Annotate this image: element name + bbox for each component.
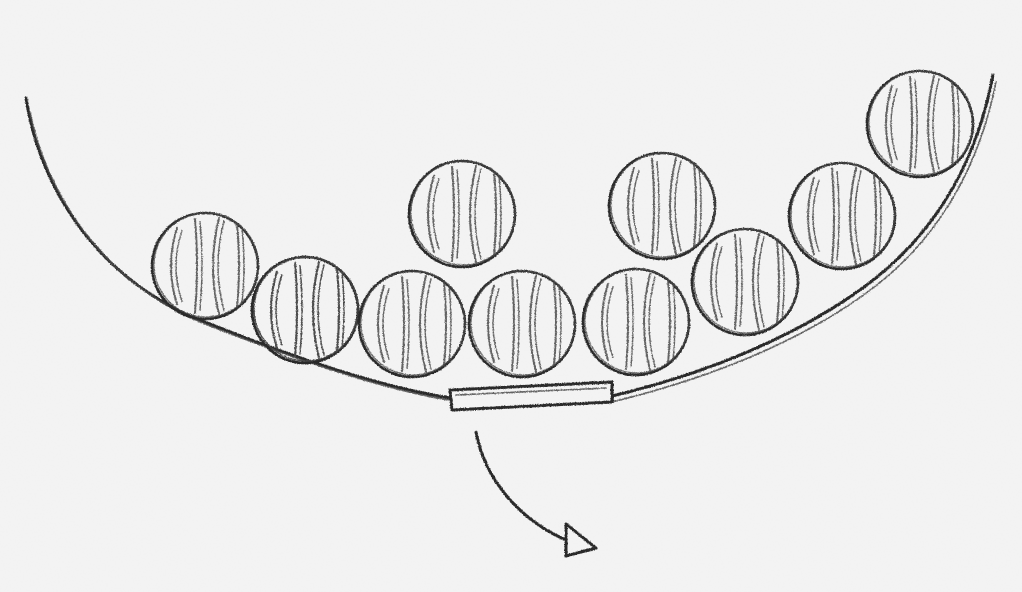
ball-icon [607,151,717,261]
trapdoor-icon [448,380,614,412]
track-curve-left-shade [29,111,449,401]
arrow-down-icon [474,430,598,558]
ball-icon [150,211,260,321]
ball-icon [407,159,517,269]
ball-group [150,69,975,379]
ball-icon [467,269,577,379]
track-curve-right [610,73,995,398]
ball-icon [581,267,691,377]
track-curve-right-shade [611,81,997,403]
ball-icon [787,161,897,271]
ball-icon [690,227,800,337]
ball-icon [865,69,975,179]
ball-icon [250,255,360,365]
ball-icon [357,269,467,379]
